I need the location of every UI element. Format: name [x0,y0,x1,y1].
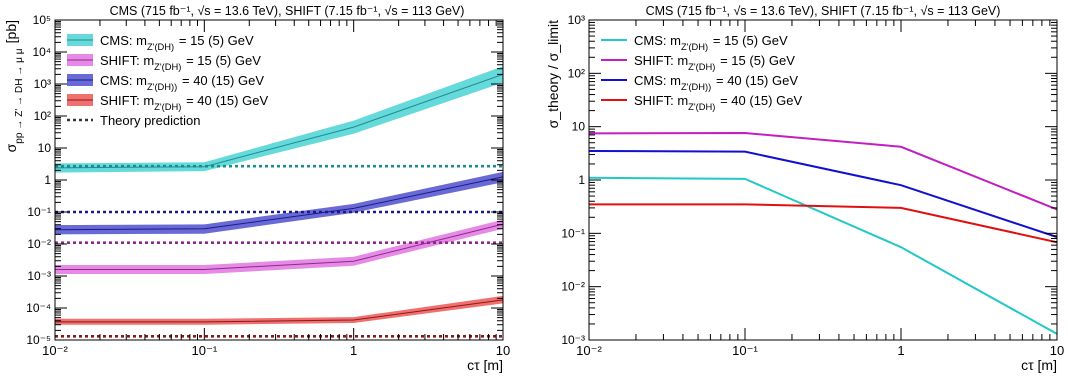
y-tick-label: 1 [578,173,585,187]
series-line-2 [589,132,1057,211]
uncertainty-band-4 [55,295,503,325]
y-tick-label: 10⁵ [33,13,51,27]
x-tick-label: 10⁻² [42,343,68,358]
legend-label-3: CMS: mZ'(DH)) = 40 (15) GeV [100,73,264,92]
chart-1: 10⁻² 10⁻¹ 1 10 10⁻⁵ 10⁻⁴ 10⁻³ 10⁻² 10⁻¹ 1 10 10² 10³… [3,4,510,373]
y-tick-label: 10² [34,109,51,123]
legend-label-1: CMS: mZ'(DH) = 15 (5) GeV [100,33,254,52]
legend-label-2: SHIFT: mZ'(DH) = 15 (5) GeV [100,53,261,72]
y-tick-label: 10⁻³ [27,269,51,283]
series-line-2 [55,223,503,270]
plot-frame [54,19,504,341]
uncertainty-band-1 [55,66,503,173]
plot-area [589,132,1057,335]
y-tick-label: 10 [38,141,52,155]
x-tick-label: 10 [1050,343,1064,358]
x-axis: 10⁻² 10⁻¹ 1 10 [576,20,1064,358]
y-tick-label: 10³ [34,77,51,91]
legend-label-1: CMS: mZ'(DH) = 15 (5) GeV [634,33,788,52]
y-tick-label: 10⁴ [32,45,51,59]
uncertainty-band-3 [55,171,503,235]
x-tick-label: 10⁻¹ [192,343,218,358]
y-tick-label: 10⁻² [27,237,51,251]
legend-label-2: SHIFT: mZ'(DH) = 15 (5) GeV [634,53,795,72]
series-line-1 [55,73,503,169]
legend-label-4: SHIFT: mZ'(DH) = 40 (15) GeV [100,93,268,112]
x-axis-label: cτ [m] [467,357,503,373]
y-axis: 10⁻³ 10⁻² 10⁻¹ 1 10 10² 10³ [561,13,1057,347]
y-tick-label: 10⁻⁵ [26,333,51,347]
legend-label-5: Theory prediction [100,113,200,128]
x-tick-label: 10 [496,343,510,358]
plot-frame [588,19,1058,341]
y-tick-label: 10² [568,66,585,80]
y-tick-label: 10³ [568,13,585,27]
x-tick-label: 10⁻¹ [732,343,758,358]
series-line-1 [589,176,1057,335]
y-tick-label: 10 [572,120,586,134]
y-tick-label: 10⁻¹ [27,205,51,219]
x-tick-label: 10⁻² [576,343,602,358]
y-tick-label: 10⁻⁴ [26,301,51,315]
y-axis: 10⁻⁵ 10⁻⁴ 10⁻³ 10⁻² 10⁻¹ 1 10 10² 10³ 10⁴ 10⁵ [26,13,503,347]
x-tick-label: 1 [350,343,357,358]
y-tick-label: 1 [44,173,51,187]
y-tick-label: 10⁻³ [561,333,585,347]
legend-label-4: SHIFT: mZ'(DH) = 40 (15) GeV [634,93,802,112]
y-tick-label: 10⁻¹ [561,226,585,240]
series-line-3 [55,176,503,231]
x-axis-label: cτ [m] [1021,357,1057,373]
y-axis-label: σ_theory / σ_limit [545,20,561,128]
plot-area [55,66,503,338]
series-line-3 [589,149,1057,239]
chart-title: CMS (715 fb⁻¹, √s = 13.6 TeV), SHIFT (7.… [646,4,1001,18]
chart-title: CMS (715 fb⁻¹, √s = 13.6 TeV), SHIFT (7.… [110,4,465,18]
x-tick-label: 1 [897,343,904,358]
series-line-4 [589,203,1057,244]
series-line-4 [55,299,503,323]
legend-label-3: CMS: mZ'(DH)) = 40 (15) GeV [634,73,798,92]
y-tick-label: 10⁻² [561,280,585,294]
y-axis-label: σpp → Z' → DH → μ μ [pb] [3,20,25,152]
